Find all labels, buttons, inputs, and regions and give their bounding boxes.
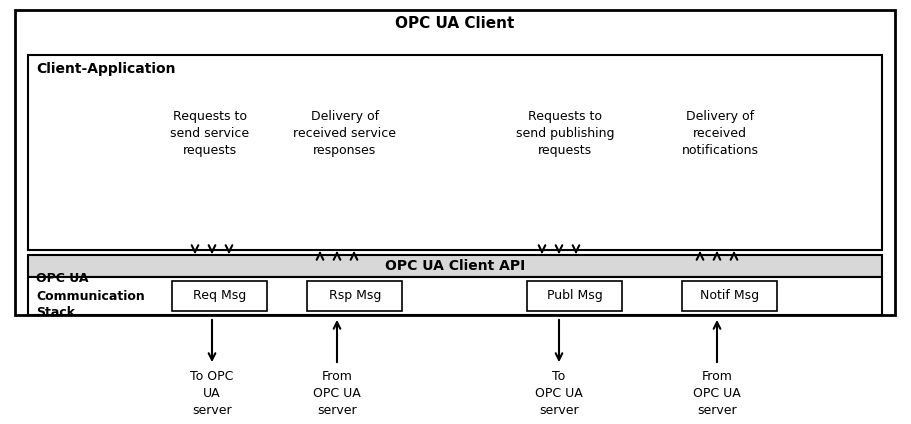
Text: Req Msg: Req Msg [193,290,246,302]
Bar [15,10,894,315]
Text: OPC UA
Communication
Stack: OPC UA Communication Stack [36,273,145,320]
Bar [681,281,777,311]
Text: OPC UA Client: OPC UA Client [394,17,514,31]
Text: Publ Msg: Publ Msg [547,290,602,302]
Text: From
OPC UA
server: From OPC UA server [312,370,361,417]
Text: From
OPC UA
server: From OPC UA server [692,370,740,417]
Text: Delivery of
received service
responses: Delivery of received service responses [293,110,396,157]
Bar [28,277,881,315]
Bar [527,281,622,311]
Bar [28,55,881,250]
Text: To OPC
UA
server: To OPC UA server [190,370,233,417]
Text: Client-Application: Client-Application [36,62,175,76]
Text: Rsp Msg: Rsp Msg [329,290,381,302]
Text: OPC UA Client API: OPC UA Client API [384,259,525,273]
Bar [307,281,402,311]
Text: Requests to
send publishing
requests: Requests to send publishing requests [516,110,614,157]
Text: Delivery of
received
notifications: Delivery of received notifications [681,110,758,157]
Text: Requests to
send service
requests: Requests to send service requests [170,110,250,157]
Text: Notif Msg: Notif Msg [700,290,759,302]
Bar [172,281,267,311]
Bar [28,255,881,277]
Text: To
OPC UA
server: To OPC UA server [535,370,582,417]
